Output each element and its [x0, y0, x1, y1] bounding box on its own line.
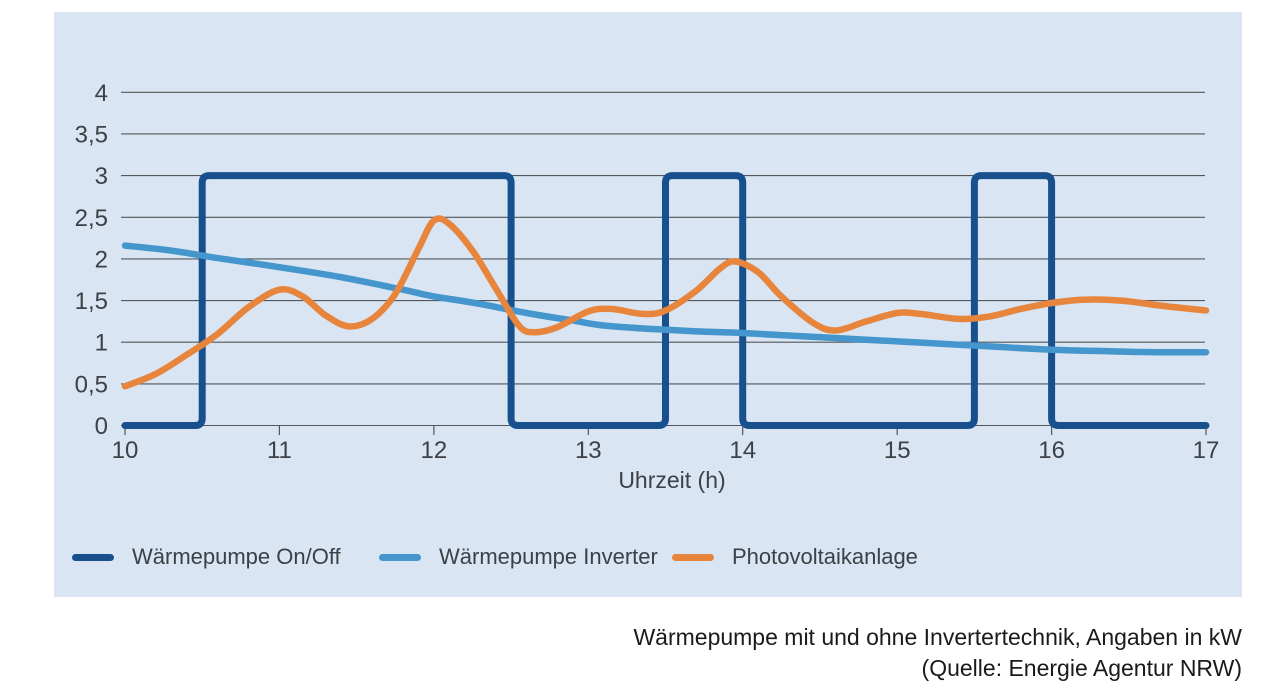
y-tick-label: 0 — [95, 413, 108, 440]
x-tick-label: 13 — [575, 437, 602, 464]
legend-item-waermepumpe-onoff: Wärmepumpe On/Off — [72, 544, 341, 570]
legend-label-photovoltaik: Photovoltaikanlage — [732, 544, 918, 569]
x-tick-label: 10 — [112, 437, 139, 464]
y-tick-label: 1,5 — [75, 288, 108, 315]
y-tick-label: 1 — [95, 330, 108, 357]
figure-caption: Wärmepumpe mit und ohne Invertertechnik,… — [633, 622, 1242, 684]
x-tick-label: 16 — [1038, 437, 1065, 464]
legend-label-inverter: Wärmepumpe Inverter — [439, 544, 658, 569]
x-tick-label: 15 — [884, 437, 911, 464]
x-axis-title: Uhrzeit (h) — [618, 467, 726, 493]
legend-item-photovoltaikanlage: Photovoltaikanlage — [672, 544, 918, 570]
y-tick-label: 0,5 — [75, 371, 108, 398]
y-tick-label: 2 — [95, 246, 108, 273]
legend-label-onoff: Wärmepumpe On/Off — [132, 544, 341, 569]
legend-swatch-onoff — [72, 553, 114, 561]
legend-swatch-inverter — [379, 553, 421, 561]
series-2 — [121, 215, 1210, 390]
y-tick-label: 3,5 — [75, 121, 108, 148]
x-tick-label: 12 — [421, 437, 448, 464]
caption-line-1: Wärmepumpe mit und ohne Invertertechnik,… — [633, 624, 1242, 650]
series-0 — [121, 172, 1210, 429]
y-tick-label: 3 — [95, 163, 108, 190]
legend-swatch-photovoltaik — [672, 553, 714, 561]
x-tick-label: 17 — [1193, 437, 1220, 464]
caption-line-2: (Quelle: Energie Agentur NRW) — [921, 655, 1242, 681]
y-tick-label: 2,5 — [75, 205, 108, 232]
x-tick-label: 14 — [729, 437, 756, 464]
series-1 — [121, 242, 1210, 356]
chart-legend: Wärmepumpe On/Off Wärmepumpe Inverter Ph… — [0, 544, 1280, 570]
legend-item-waermepumpe-inverter: Wärmepumpe Inverter — [379, 544, 658, 570]
x-tick-label: 11 — [267, 437, 292, 464]
y-tick-label: 4 — [95, 80, 108, 107]
